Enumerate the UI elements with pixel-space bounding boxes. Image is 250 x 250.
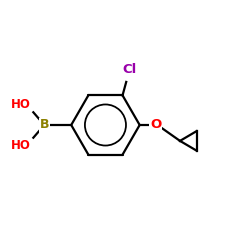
Text: O: O: [150, 118, 161, 132]
Text: HO: HO: [11, 98, 31, 111]
Text: HO: HO: [11, 139, 31, 152]
Text: B: B: [40, 118, 49, 132]
Text: Cl: Cl: [123, 63, 137, 76]
